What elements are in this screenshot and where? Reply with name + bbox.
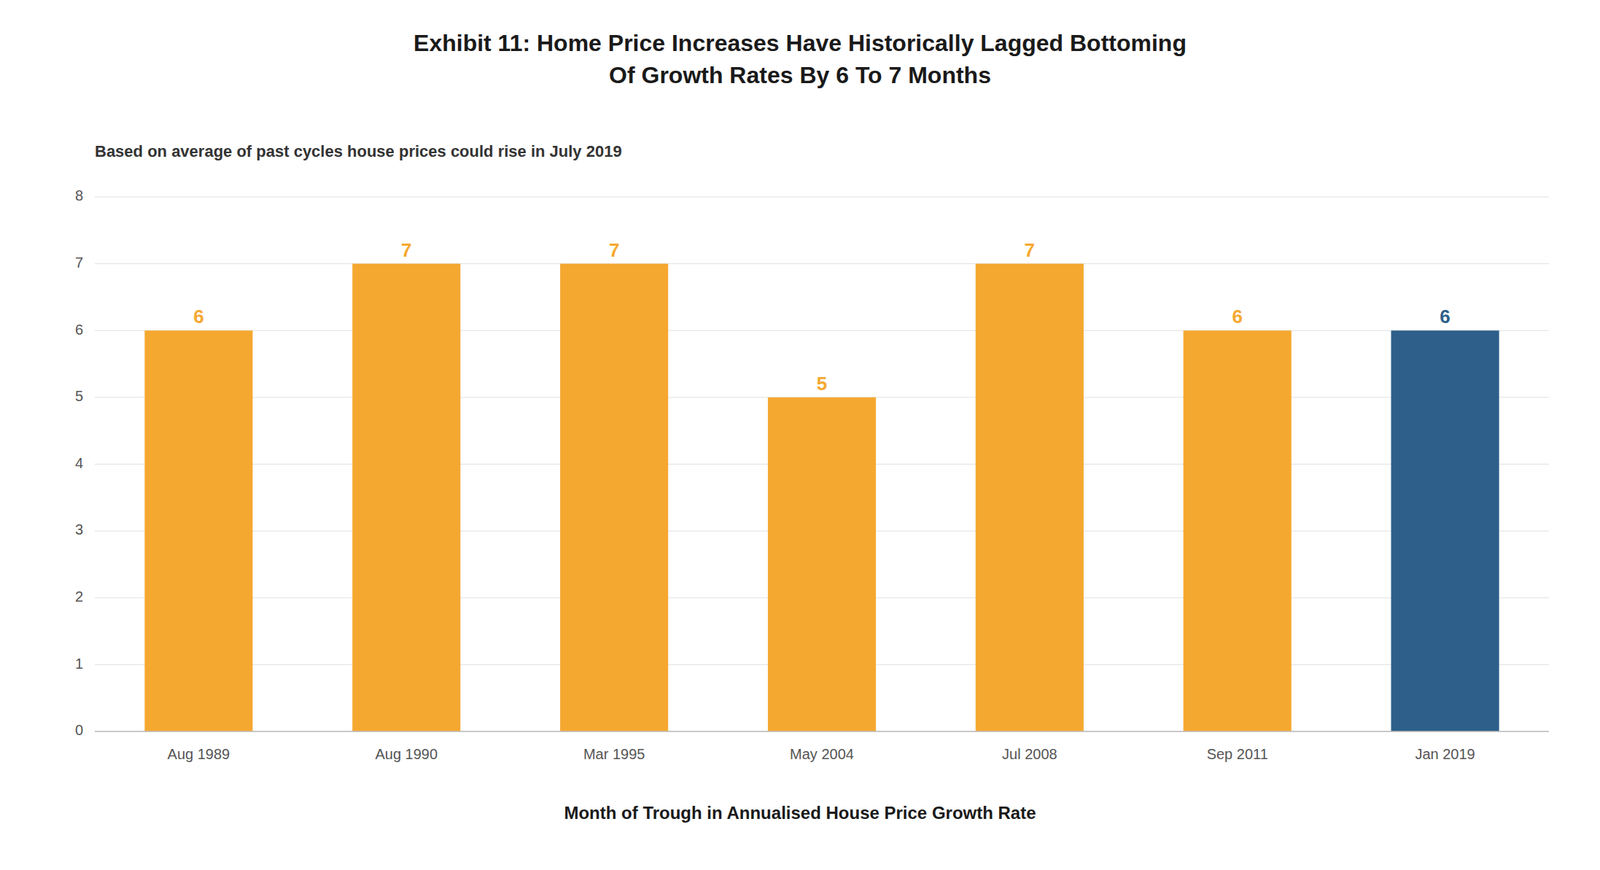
title-line: Exhibit 11: Home Price Increases Have Hi… xyxy=(413,29,1187,57)
x-tick-label: Jul 2008 xyxy=(1002,746,1058,763)
bars xyxy=(144,263,1499,732)
x-tick-label: Sep 2011 xyxy=(1206,746,1269,763)
x-tick-label: May 2004 xyxy=(789,746,854,763)
background xyxy=(0,0,1600,870)
y-tick-label: 1 xyxy=(75,655,84,672)
bar xyxy=(560,263,669,732)
y-tick-label: 4 xyxy=(75,455,84,472)
data-label: 7 xyxy=(608,239,620,262)
title-line: Of Growth Rates By 6 To 7 Months xyxy=(608,61,992,89)
x-axis: Aug 1989 Aug 1990 Mar 1995 May 2004 Jul 2008… xyxy=(167,746,1476,763)
subtitle: Based on average of past cycles house pr… xyxy=(94,142,623,161)
x-tick-label: Jan 2019 xyxy=(1414,746,1475,763)
data-label: 6 xyxy=(193,305,204,328)
y-tick-label: 6 xyxy=(75,321,84,338)
bar xyxy=(1183,330,1292,732)
y-tick-label: 2 xyxy=(75,588,84,605)
data-label: 7 xyxy=(401,239,412,262)
y-tick-label: 0 xyxy=(75,721,84,739)
bar xyxy=(144,330,253,732)
data-label: 6 xyxy=(1231,305,1242,328)
data-label: 5 xyxy=(816,372,827,395)
data-label: 6 xyxy=(1439,305,1450,328)
title: Exhibit 11: Home Price Increases Have Hi… xyxy=(413,29,1187,89)
data-labels: 6 7 7 5 7 6 6 xyxy=(193,239,1451,395)
y-tick-label: 7 xyxy=(75,254,84,271)
y-tick-label: 5 xyxy=(75,387,84,405)
y-tick-label: 8 xyxy=(75,187,84,204)
bar xyxy=(975,263,1084,732)
bar xyxy=(767,397,876,732)
x-tick-label: Mar 1995 xyxy=(583,746,646,763)
bar xyxy=(352,263,461,732)
grid-line xyxy=(94,196,1549,198)
x-tick-label: Aug 1990 xyxy=(374,746,438,763)
data-label: 7 xyxy=(1024,239,1035,262)
x-tick-label: Aug 1989 xyxy=(167,746,231,763)
x-axis-label: Month of Trough in Annualised House Pric… xyxy=(563,802,1036,823)
grid xyxy=(94,196,1549,732)
grid-line xyxy=(94,731,1549,733)
chart-container: Exhibit 11: Home Price Increases Have Hi… xyxy=(0,0,1600,870)
x-axis-line xyxy=(94,730,1549,733)
y-axis: 0 1 2 3 4 5 6 7 8 xyxy=(75,187,84,739)
chart: Exhibit 11: Home Price Increases Have Hi… xyxy=(0,0,1600,870)
grid-line xyxy=(94,330,1549,332)
grid-line xyxy=(94,263,1549,264)
y-tick-label: 3 xyxy=(75,521,84,538)
bar xyxy=(1391,330,1500,732)
